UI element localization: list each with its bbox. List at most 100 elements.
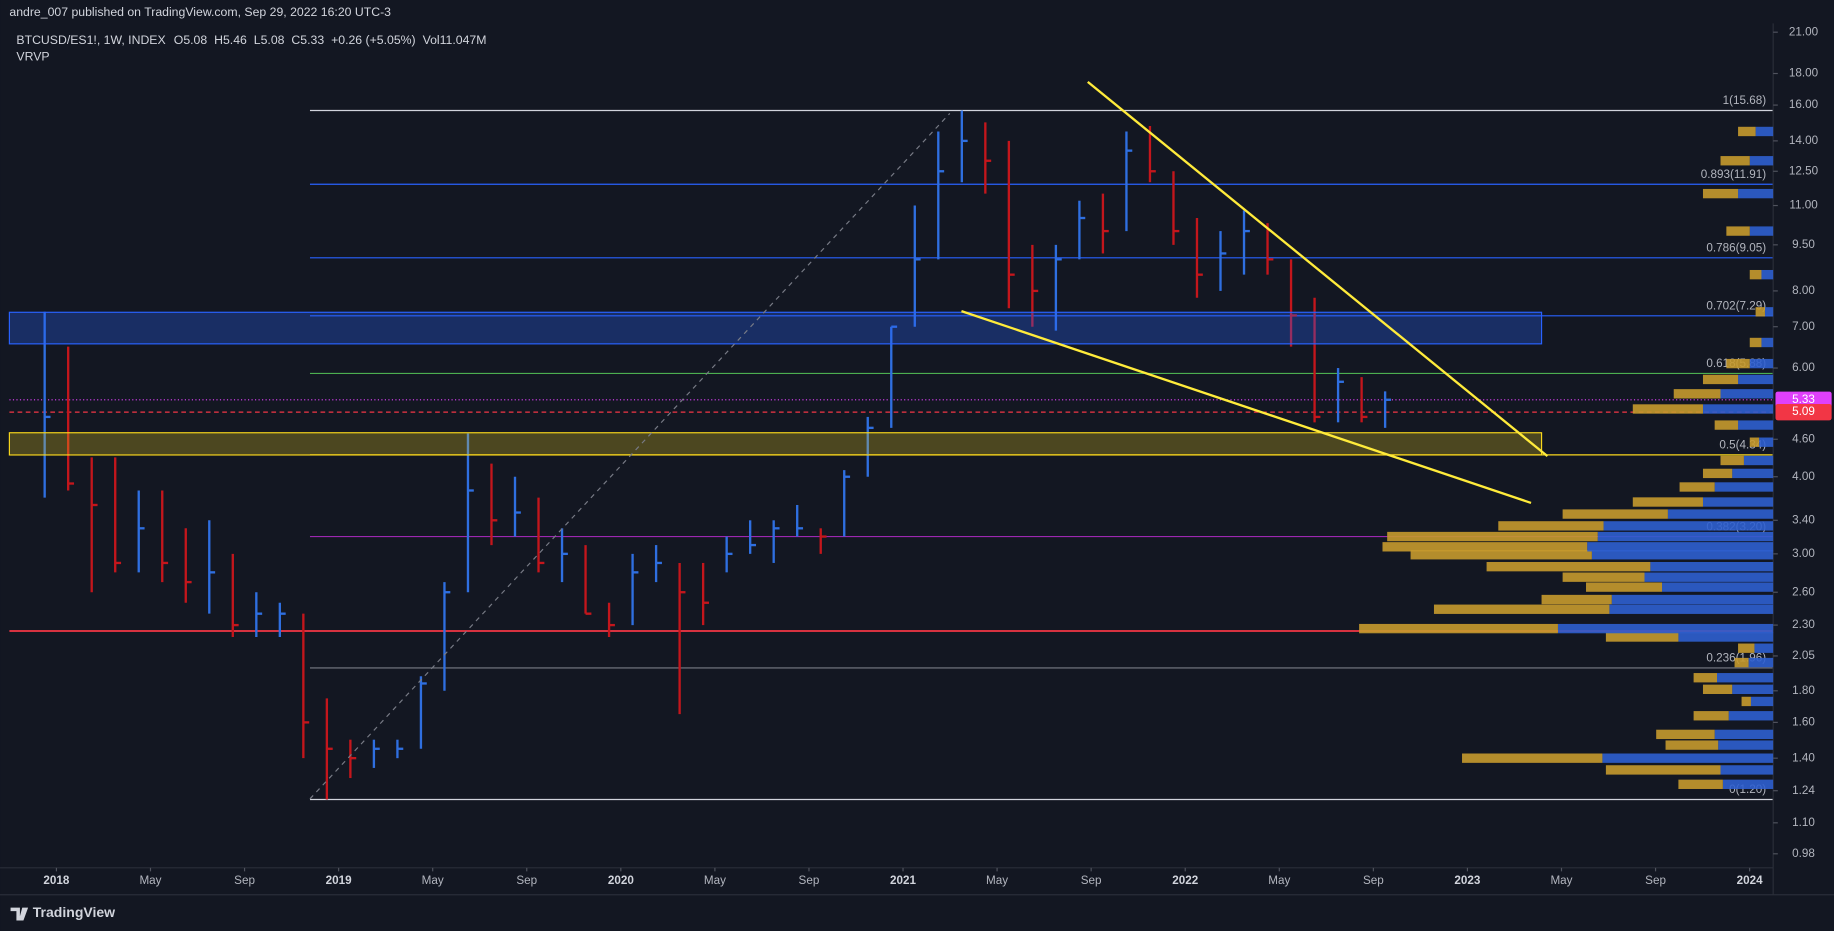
- profile-sell: [1702, 374, 1739, 385]
- ohlc-value: 5.08: [261, 33, 285, 47]
- zone: [8, 432, 1543, 456]
- profile-sell: [1562, 572, 1645, 582]
- fib-anchor: [309, 113, 951, 800]
- profile-sell: [1541, 594, 1612, 605]
- y-tick-label: 18.00: [1789, 67, 1819, 80]
- y-tick-label: 1.60: [1792, 715, 1815, 728]
- ohlc-label: C: [291, 33, 300, 47]
- profile-buy: [1650, 561, 1774, 572]
- trendline: [1087, 80, 1549, 458]
- profile-sell: [1720, 455, 1744, 466]
- fib-label: 1(15.68): [1723, 94, 1767, 107]
- ohlc-label: H: [214, 33, 223, 47]
- profile-buy: [1644, 572, 1774, 582]
- y-tick-label: 7.00: [1792, 320, 1815, 333]
- profile-buy: [1587, 542, 1774, 552]
- x-tick-label: May: [1550, 874, 1572, 887]
- x-tick-label: 2024: [1737, 874, 1764, 887]
- profile-sell: [1498, 521, 1604, 531]
- x-tick-label: May: [1268, 874, 1290, 887]
- profile-buy: [1597, 531, 1774, 542]
- volume: Vol11.047M: [423, 33, 487, 47]
- fib-label: 0.893(11.91): [1701, 168, 1767, 181]
- profile-sell: [1741, 696, 1751, 707]
- profile-sell: [1702, 468, 1733, 479]
- x-tick-label: Sep: [1363, 874, 1384, 887]
- profile-buy: [1732, 468, 1774, 479]
- ohlc-label: L: [254, 33, 261, 47]
- y-tick-label: 0.98: [1792, 847, 1815, 860]
- profile-sell: [1359, 623, 1558, 634]
- profile-buy: [1720, 389, 1774, 399]
- profile-buy: [1738, 188, 1774, 199]
- profile-sell: [1605, 632, 1679, 642]
- profile-sell: [1738, 643, 1755, 653]
- profile-sell: [1702, 684, 1733, 695]
- x-tick-label: 2021: [890, 874, 917, 887]
- ohlc-value: 5.33: [300, 33, 324, 47]
- profile-sell: [1410, 550, 1592, 560]
- fib-label: 0.702(7.29): [1706, 300, 1766, 313]
- profile-sell: [1387, 531, 1598, 542]
- profile-buy: [1728, 711, 1774, 721]
- profile-buy: [1749, 358, 1774, 369]
- y-tick-label: 9.50: [1792, 238, 1815, 251]
- y-tick-label: 12.50: [1789, 164, 1819, 177]
- logo: [10, 907, 29, 921]
- profile-buy: [1750, 696, 1774, 707]
- x-tick-label: 2020: [608, 874, 635, 887]
- profile-sell: [1673, 389, 1721, 399]
- profile-buy: [1602, 753, 1774, 763]
- profile-sell: [1749, 337, 1762, 348]
- profile-sell: [1714, 420, 1739, 430]
- profile-buy: [1732, 684, 1774, 695]
- price-tag: [1775, 391, 1832, 408]
- profile-buy: [1749, 156, 1774, 166]
- profile-sell: [1382, 542, 1588, 552]
- profile-sell: [1665, 740, 1719, 750]
- x-tick-label: 2022: [1172, 874, 1199, 887]
- x-tick-label: Sep: [234, 874, 255, 887]
- profile-sell: [1462, 753, 1603, 763]
- profile-buy: [1662, 582, 1774, 592]
- y-tick-label: 1.40: [1792, 751, 1815, 764]
- profile-buy: [1678, 632, 1774, 642]
- profile-buy: [1738, 374, 1774, 385]
- x-tick-label: 2023: [1454, 874, 1481, 887]
- profile-sell: [1678, 779, 1723, 789]
- y-tick-label: 14.00: [1789, 134, 1819, 147]
- ohlc-value: 5.08: [183, 33, 207, 47]
- y-tick-label: 1.80: [1792, 684, 1815, 697]
- legend: BTCUSD/ES1!, 1W, INDEX O5.08 H5.46 L5.08…: [16, 33, 486, 47]
- price-tag-label: 5.33: [1792, 393, 1815, 406]
- profile-buy: [1557, 623, 1774, 634]
- profile-buy: [1754, 643, 1774, 653]
- change: +0.26 (+5.05%): [331, 33, 416, 47]
- profile-sell: [1702, 188, 1739, 199]
- x-tick-label: May: [986, 874, 1008, 887]
- profile-sell: [1693, 673, 1718, 683]
- profile-sell: [1693, 711, 1729, 721]
- profile-buy: [1761, 337, 1774, 348]
- x-tick-label: May: [422, 874, 444, 887]
- profile-buy: [1611, 594, 1774, 605]
- x-tick-label: Sep: [516, 874, 537, 887]
- profile-buy: [1722, 779, 1774, 789]
- x-tick-label: Sep: [799, 874, 820, 887]
- x-tick-label: Sep: [1081, 874, 1102, 887]
- y-tick-label: 4.00: [1792, 470, 1815, 483]
- profile-buy: [1748, 657, 1774, 668]
- profile-sell: [1726, 226, 1750, 236]
- profile-buy: [1738, 420, 1774, 430]
- profile-buy: [1591, 550, 1774, 560]
- y-tick-label: 16.00: [1789, 98, 1819, 111]
- profile-buy: [1667, 509, 1774, 519]
- x-tick-label: Sep: [1645, 874, 1666, 887]
- y-tick-label: 1.10: [1792, 816, 1815, 829]
- y-tick-label: 11.00: [1789, 199, 1818, 212]
- profile-sell: [1738, 126, 1756, 137]
- profile-buy: [1714, 729, 1774, 740]
